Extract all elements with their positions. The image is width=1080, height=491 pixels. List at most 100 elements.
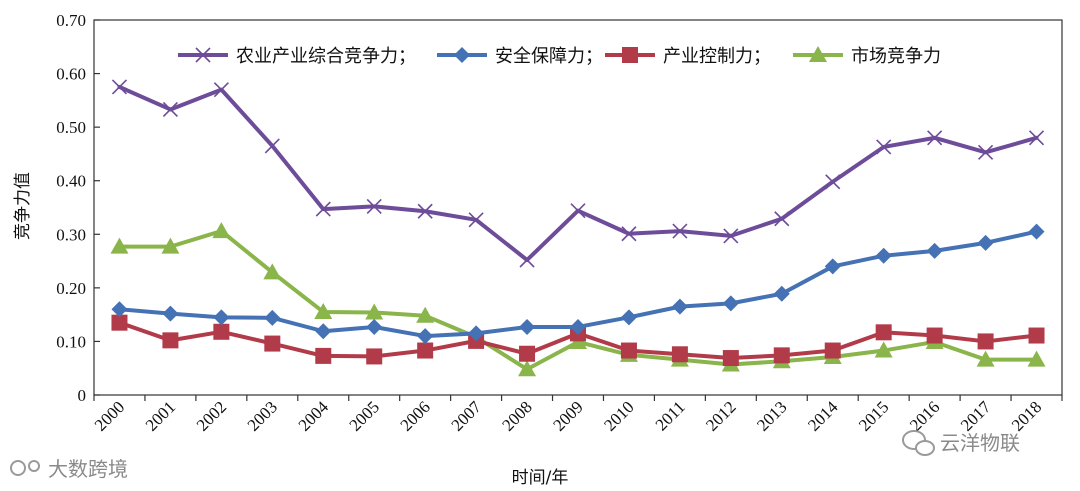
legend-label: 安全保障力； (495, 46, 603, 67)
x-tick-label: 2008 (498, 397, 535, 434)
series-1 (111, 79, 1045, 268)
legend-label: 产业控制力； (663, 46, 771, 67)
series-layer (110, 79, 1046, 377)
data-point (162, 101, 178, 118)
data-point (417, 203, 433, 219)
x-tick-label: 2011 (652, 397, 689, 434)
data-point (111, 79, 128, 95)
y-tick-label: 0.60 (56, 65, 86, 84)
data-point (366, 198, 382, 214)
data-point (162, 305, 179, 322)
data-point (417, 328, 434, 345)
data-point (824, 258, 841, 275)
legend: 农业产业综合竞争力； 安全保障力； 产业控制力； 市场竞争力 (168, 36, 978, 74)
data-point (110, 237, 129, 254)
x-tick-label: 2018 (1008, 397, 1045, 434)
data-point (366, 348, 383, 365)
series-line (117, 84, 1039, 262)
series-2 (111, 223, 1045, 345)
data-point (416, 306, 435, 323)
data-point (213, 82, 229, 98)
watermark-right-text: 云洋物联 (940, 431, 1020, 455)
data-point (519, 345, 536, 362)
data-point (773, 347, 790, 364)
data-point (1028, 223, 1045, 240)
data-point (621, 226, 637, 242)
x-tick-label: 2004 (295, 397, 333, 435)
x-tick-label: 2012 (702, 397, 739, 434)
data-point (264, 138, 280, 154)
data-point (723, 228, 739, 244)
data-point (1028, 130, 1045, 146)
legend-item: 产业控制力； (605, 46, 771, 67)
series-4 (110, 222, 1046, 377)
data-point (976, 350, 995, 367)
x-tick-label: 2003 (244, 397, 281, 434)
data-point (671, 346, 688, 363)
data-point (876, 139, 892, 155)
data-point (315, 347, 332, 364)
weibo-icon-dot (28, 460, 40, 472)
axes-layer: 0 0.10 0.20 0.30 0.40 0.50 0.60 0.70 2000 2001 200… (56, 11, 1063, 435)
data-point (264, 309, 281, 326)
data-point (518, 360, 537, 377)
data-point (620, 309, 637, 326)
data-point (417, 342, 434, 359)
y-tick-label: 0.20 (56, 279, 86, 298)
data-point (977, 333, 994, 350)
x-tick-label: 2002 (193, 397, 230, 434)
data-point (570, 203, 586, 219)
data-point (875, 324, 892, 341)
data-point (773, 285, 790, 302)
x-tick-label: 2006 (397, 397, 434, 434)
data-point (212, 222, 231, 239)
data-point (722, 295, 739, 312)
data-point (315, 201, 331, 217)
wechat-icon (902, 430, 935, 456)
legend-marker (622, 47, 638, 63)
data-point (111, 301, 128, 318)
legend-marker (195, 47, 211, 63)
data-point (824, 342, 841, 359)
y-axis-title: 竞争力值 (13, 172, 33, 240)
legend-label: 市场竞争力 (851, 46, 941, 67)
watermark-left-text: 大数跨境 (48, 457, 128, 481)
x-tick-label: 2017 (957, 397, 995, 435)
data-point (1027, 350, 1046, 367)
data-point (926, 242, 943, 259)
data-point (977, 234, 994, 251)
data-point (468, 212, 484, 228)
x-tick-label: 2000 (91, 397, 128, 434)
data-point (365, 303, 384, 320)
data-point (671, 298, 688, 315)
x-tick-label: 2016 (906, 397, 943, 434)
y-tick-label: 0.30 (56, 225, 86, 244)
data-point (722, 350, 739, 367)
data-point (366, 318, 383, 335)
data-point (263, 263, 282, 280)
x-tick-label: 2007 (447, 397, 485, 435)
data-point (519, 318, 536, 335)
data-point (620, 342, 637, 359)
x-tick-label: 2010 (600, 397, 637, 434)
legend-item: 安全保障力； (437, 46, 603, 67)
data-point (672, 223, 688, 239)
legend-label: 农业产业综合竞争力； (236, 46, 416, 67)
x-tick-label: 2015 (855, 397, 892, 434)
y-tick-label: 0.10 (56, 332, 86, 351)
data-point (314, 302, 333, 319)
legend-marker (454, 47, 470, 63)
data-point (468, 325, 485, 342)
data-point (825, 174, 841, 190)
data-point (315, 323, 332, 340)
data-point (519, 252, 535, 268)
legend-item: 市场竞争力 (793, 46, 941, 67)
data-point (264, 335, 281, 352)
data-point (213, 323, 230, 340)
data-point (927, 130, 943, 146)
data-point (162, 332, 179, 349)
plot-frame (93, 19, 1063, 396)
y-tick-label: 0.50 (56, 118, 86, 137)
watermark-left: 大数跨境 (10, 457, 128, 481)
